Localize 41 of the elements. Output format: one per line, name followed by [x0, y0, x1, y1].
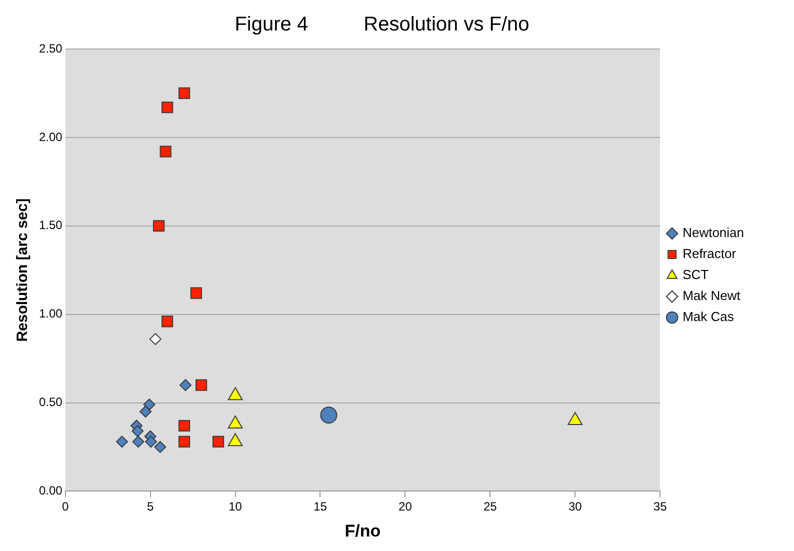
legend-label: SCT — [682, 267, 709, 282]
point — [190, 287, 202, 299]
x-tick-label: 5 — [146, 500, 154, 514]
y-tick-label: 1.50 — [38, 218, 63, 232]
x-tick-label: 25 — [483, 500, 498, 514]
y-tick-label: 2.00 — [38, 130, 63, 144]
legend-label: Mak Cas — [682, 309, 734, 324]
point — [144, 436, 157, 448]
x-tick-label: 20 — [398, 500, 412, 514]
x-tick-label: 35 — [653, 500, 668, 514]
point — [178, 436, 190, 448]
point — [179, 379, 192, 392]
point — [162, 102, 174, 114]
y-tick-label: 1.00 — [38, 306, 63, 321]
x-tick-label: 15 — [314, 500, 328, 514]
y-axis-title: Resolution [arc sec] — [14, 198, 32, 342]
point — [195, 379, 208, 391]
point — [116, 436, 128, 448]
legend-label: Refractor — [682, 246, 737, 262]
x-tick-label: 10 — [228, 500, 242, 514]
point — [154, 440, 166, 453]
point — [178, 87, 190, 100]
point — [132, 436, 144, 448]
y-tick-label: 0.50 — [38, 395, 63, 410]
point — [162, 316, 174, 328]
point — [149, 333, 162, 346]
legend-label: Mak Newt — [682, 288, 741, 304]
y-tick-label: 0.00 — [38, 484, 63, 498]
point — [178, 420, 190, 432]
point — [153, 220, 165, 232]
x-tick-label: 0 — [62, 500, 70, 514]
x-axis-title: F/no — [344, 521, 381, 540]
point — [132, 425, 144, 438]
x-tick-label: 30 — [568, 500, 582, 514]
point — [160, 146, 172, 158]
point — [320, 406, 338, 424]
point — [212, 436, 224, 448]
y-tick-label: 2.50 — [38, 41, 63, 56]
chart-title: Figure 4 Resolution vs F/no — [234, 14, 530, 36]
legend-label: Newtonian — [682, 225, 744, 240]
point — [140, 406, 152, 418]
